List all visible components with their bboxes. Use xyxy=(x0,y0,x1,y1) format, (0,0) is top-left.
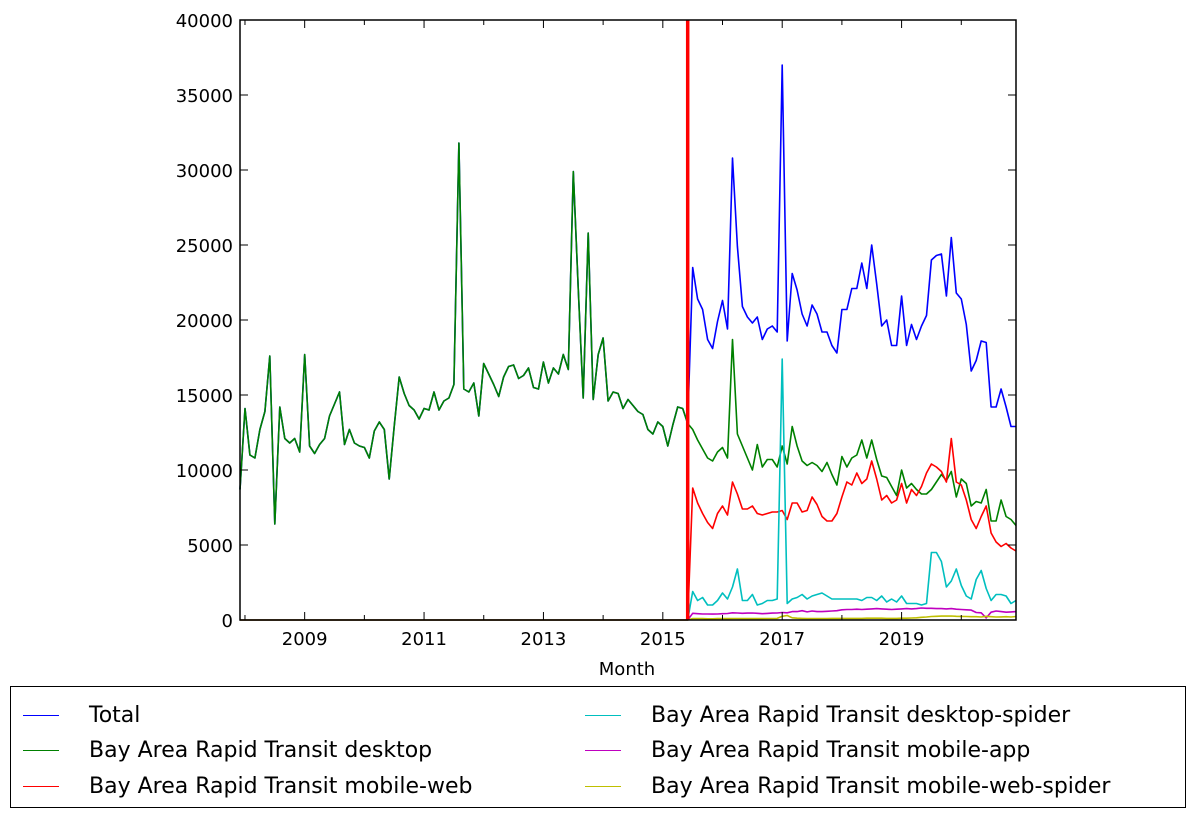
y-tick-label: 40000 xyxy=(176,11,233,32)
x-tick-label: 2011 xyxy=(401,629,447,650)
x-tick-label: 2017 xyxy=(759,629,805,650)
legend-item-mobile-web: Bay Area Rapid Transit mobile-web xyxy=(23,771,472,801)
tick-layer: 0 5000 10000 15000 20000 25000 30000 35000 40000… xyxy=(176,11,1016,650)
series-line-total xyxy=(239,64,1016,525)
legend-swatch-desktop xyxy=(23,749,59,751)
legend-item-desktop: Bay Area Rapid Transit desktop xyxy=(23,735,432,765)
x-tick-label: 2009 xyxy=(282,629,328,650)
x-tick-label: 2015 xyxy=(640,629,686,650)
y-tick-label: 25000 xyxy=(176,236,233,257)
legend-label: Bay Area Rapid Transit desktop xyxy=(89,737,433,763)
y-tick-label: 10000 xyxy=(176,461,233,482)
legend-label: Bay Area Rapid Transit mobile-web-spider xyxy=(651,773,1111,799)
series-layer xyxy=(239,64,1017,621)
y-tick-label: 0 xyxy=(222,611,233,632)
y-tick-label: 30000 xyxy=(176,161,233,182)
y-tick-label: 20000 xyxy=(176,311,233,332)
legend-item-total: Total xyxy=(23,700,140,730)
legend-swatch-mobile-web xyxy=(23,785,59,787)
legend-item-mobile-app: Bay Area Rapid Transit mobile-app xyxy=(585,735,1030,765)
legend-label: Bay Area Rapid Transit desktop-spider xyxy=(651,702,1071,728)
x-tick-label: 2013 xyxy=(521,629,567,650)
series-line-bay-area-rapid-transit-mobile-web xyxy=(240,437,1017,621)
legend-label: Bay Area Rapid Transit mobile-app xyxy=(651,737,1031,763)
legend-label: Total xyxy=(89,702,141,728)
x-axis-label: Month xyxy=(599,659,655,680)
series-line-bay-area-rapid-transit-desktop xyxy=(239,142,1017,527)
legend-item-mobile-web-spider: Bay Area Rapid Transit mobile-web-spider xyxy=(585,771,1110,801)
legend-swatch-mobile-app xyxy=(585,749,621,751)
y-tick-label: 15000 xyxy=(176,386,233,407)
legend-item-desktop-spider: Bay Area Rapid Transit desktop-spider xyxy=(585,700,1070,730)
y-tick-label: 5000 xyxy=(187,536,233,557)
x-tick-label: 2019 xyxy=(879,629,925,650)
legend-swatch-total xyxy=(23,714,59,716)
legend-label: Bay Area Rapid Transit mobile-web xyxy=(89,773,473,799)
legend-swatch-mobile-web-spider xyxy=(585,785,621,787)
legend-swatch-desktop-spider xyxy=(585,714,621,716)
legend: Total Bay Area Rapid Transit desktop Bay… xyxy=(10,686,1186,808)
y-tick-label: 35000 xyxy=(176,86,233,107)
